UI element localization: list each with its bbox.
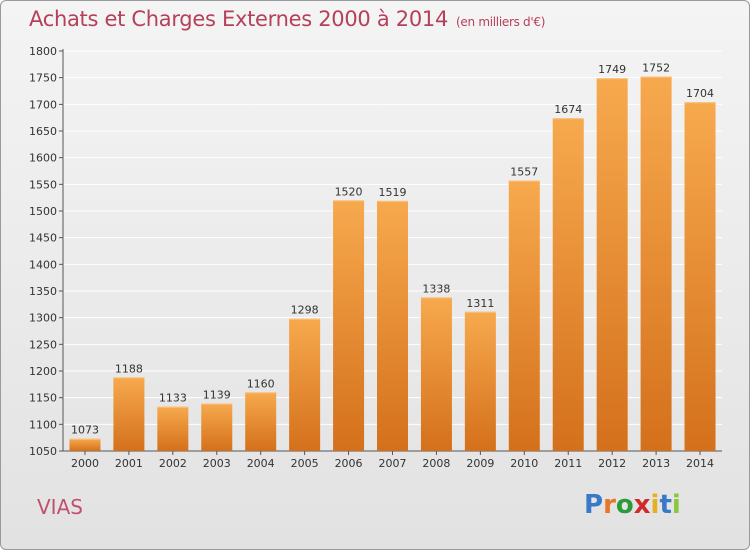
y-tick-label: 1200 [29,365,57,378]
y-tick-label: 1300 [29,312,57,325]
data-label-2014: 1704 [686,87,714,100]
data-label-2008: 1338 [422,282,450,295]
data-label-2011: 1674 [554,103,582,116]
y-tick-label: 1100 [29,418,57,431]
x-tick-label: 2013 [642,457,670,470]
data-label-2004: 1160 [247,377,275,390]
bar-2007 [377,200,408,451]
x-tick-label: 2008 [422,457,450,470]
data-label-2013: 1752 [642,62,670,75]
logo-letter: r [603,490,616,520]
y-tick-label: 1550 [29,178,57,191]
y-tick-label: 1650 [29,125,57,138]
data-label-2000: 1073 [71,424,99,437]
y-tick-label: 1750 [29,72,57,85]
bars [69,76,716,451]
x-tick-label: 2005 [291,457,319,470]
x-tick-label: 2012 [598,457,626,470]
x-tick-label: 2003 [203,457,231,470]
bar-2014 [684,102,716,451]
bar-2011 [552,118,584,451]
logo-letter: i [671,490,681,520]
data-label-2005: 1298 [291,304,319,317]
x-tick-label: 2011 [554,457,582,470]
bar-2008 [420,297,452,451]
logo-letter: P [584,490,604,520]
place-name: VIAS [37,495,83,519]
y-tick-label: 1050 [29,445,57,458]
bar-2006 [333,200,365,451]
bar-2009 [464,311,496,451]
logo-letter: i [650,490,660,520]
y-tick-label: 1350 [29,285,57,298]
bar-2001 [113,377,145,451]
data-label-2009: 1311 [466,297,494,310]
logo-letter: t [659,490,672,520]
x-tick-label: 2007 [379,457,407,470]
x-tick-label: 2004 [247,457,275,470]
y-tick-label: 1800 [29,45,57,58]
y-tick-label: 1600 [29,152,57,165]
data-label-2010: 1557 [510,166,538,179]
proxiti-logo: Proxiti [584,490,681,520]
x-tick-label: 2002 [159,457,187,470]
labels: 1050 1100 1150 1200 1250 1300 1350 1400 1450 1500… [29,45,714,470]
data-label-2001: 1188 [115,362,143,375]
bar-2003 [201,403,233,451]
y-tick-label: 1250 [29,338,57,351]
x-tick-label: 2001 [115,457,143,470]
data-label-2003: 1139 [203,389,231,402]
y-tick-label: 1450 [29,232,57,245]
y-tick-label: 1400 [29,258,57,271]
chart-title: Achats et Charges Externes 2000 à 2014 (e… [29,7,545,31]
data-label-2007: 1519 [379,186,407,199]
x-tick-label: 2000 [71,457,99,470]
logo-letter: o [615,490,634,520]
bar-2002 [157,406,189,451]
y-tick-label: 1500 [29,205,57,218]
bar-2012 [596,78,628,451]
data-label-2002: 1133 [159,392,187,405]
bar-2005 [289,318,321,451]
bar-2004 [245,392,277,451]
x-tick-label: 2010 [510,457,538,470]
bar-2010 [508,180,540,451]
bar-2013 [640,76,672,451]
data-label-2006: 1520 [335,185,363,198]
y-tick-label: 1700 [29,98,57,111]
x-tick-label: 2009 [466,457,494,470]
logo-letter: x [633,490,651,520]
chart-unit: (en milliers d'€) [456,15,546,29]
x-tick-label: 2014 [686,457,714,470]
bar-2000 [69,438,101,451]
x-tick-label: 2006 [335,457,363,470]
chart-title-text: Achats et Charges Externes 2000 à 2014 [29,7,449,31]
data-label-2012: 1749 [598,63,626,76]
y-tick-label: 1150 [29,392,57,405]
